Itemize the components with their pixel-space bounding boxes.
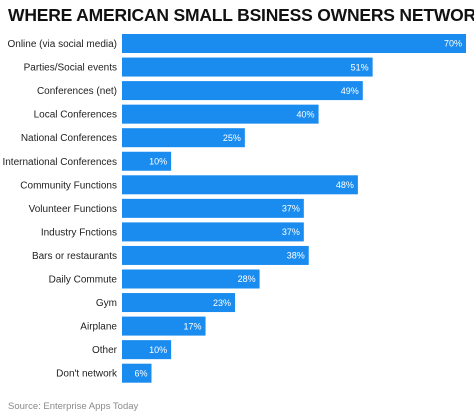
value-label-4: 25% [223,133,241,143]
value-label-8: 37% [282,227,300,237]
category-label-12: Airplane [80,322,117,333]
bar-5 [122,151,172,171]
bar-7 [122,198,304,218]
bar-11 [122,293,236,313]
bar-6 [122,175,358,195]
bar-8 [122,222,304,242]
bar-14 [122,363,152,383]
bar-13 [122,340,172,360]
value-label-3: 40% [297,109,315,119]
value-label-2: 49% [341,86,359,96]
category-label-7: Volunteer Functions [29,204,117,215]
value-label-6: 48% [336,180,354,190]
category-label-4: National Conferences [21,133,117,144]
bar-10 [122,269,260,289]
value-label-9: 38% [287,251,305,261]
bar-0 [122,34,466,53]
bar-1 [122,57,373,77]
category-label-11: Gym [96,298,117,309]
category-label-2: Conferences (net) [37,86,117,97]
category-label-0: Online (via social media) [8,39,118,50]
category-label-1: Parties/Social events [24,63,117,74]
category-label-6: Community Functions [20,180,117,191]
bar-9 [122,245,309,265]
category-label-13: Other [92,345,118,356]
category-label-14: Don't network [56,369,118,380]
bar-4 [122,128,245,148]
value-label-11: 23% [213,298,231,308]
value-label-1: 51% [351,62,369,72]
bar-12 [122,316,206,336]
category-label-10: Daily Commute [49,275,118,286]
bar-2 [122,81,363,101]
value-label-0: 70% [444,39,462,49]
category-label-9: Bars or restaurants [32,251,117,262]
value-label-12: 17% [184,321,202,331]
value-label-10: 28% [238,274,256,284]
value-label-7: 37% [282,204,300,214]
category-label-3: Local Conferences [34,110,117,121]
category-label-5: International Conferences [2,157,117,168]
value-label-13: 10% [149,345,167,355]
chart-title: WHERE AMERICAN SMALL BSINESS OWNERS NETW… [8,5,474,25]
value-label-5: 10% [149,156,167,166]
value-label-14: 6% [134,368,147,378]
bar-3 [122,104,319,124]
source-note: Source: Enterprise Apps Today [8,401,139,412]
category-label-8: Industry Fnctions [41,227,117,238]
